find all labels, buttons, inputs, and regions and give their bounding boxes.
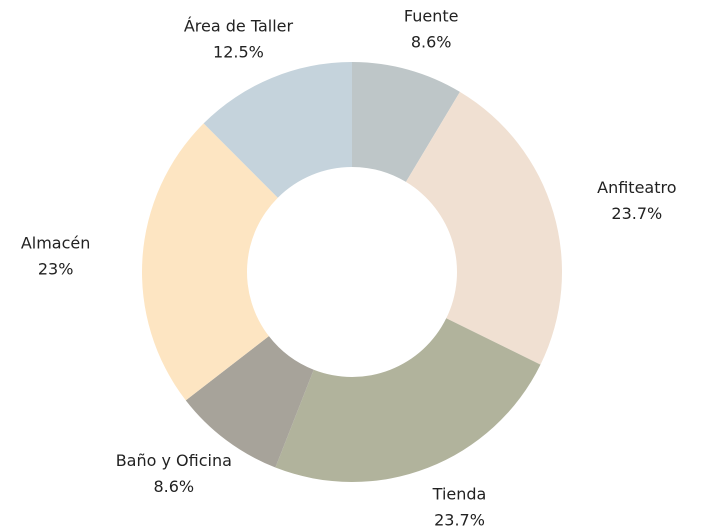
slice-label: Fuente — [404, 7, 459, 26]
donut-slice — [405, 91, 562, 365]
slice-label: Almacén — [21, 233, 91, 252]
slice-value-label: 23.7% — [434, 510, 485, 529]
donut-slice — [203, 62, 352, 198]
donut-slice — [275, 318, 541, 482]
donut-slice — [185, 336, 314, 468]
donut-slice — [142, 123, 278, 401]
slice-value-label: 23% — [38, 259, 74, 278]
slice-label: Tienda — [432, 484, 487, 503]
slice-value-label: 23.7% — [611, 204, 662, 223]
slice-value-label: 12.5% — [213, 43, 264, 62]
slice-value-label: 8.6% — [411, 33, 452, 52]
slice-label: Baño y Oficina — [116, 451, 232, 470]
slice-value-label: 8.6% — [153, 477, 194, 496]
donut-slice — [352, 62, 460, 182]
slice-label: Anfiteatro — [597, 178, 676, 197]
slice-label: Área de Taller — [184, 17, 294, 36]
